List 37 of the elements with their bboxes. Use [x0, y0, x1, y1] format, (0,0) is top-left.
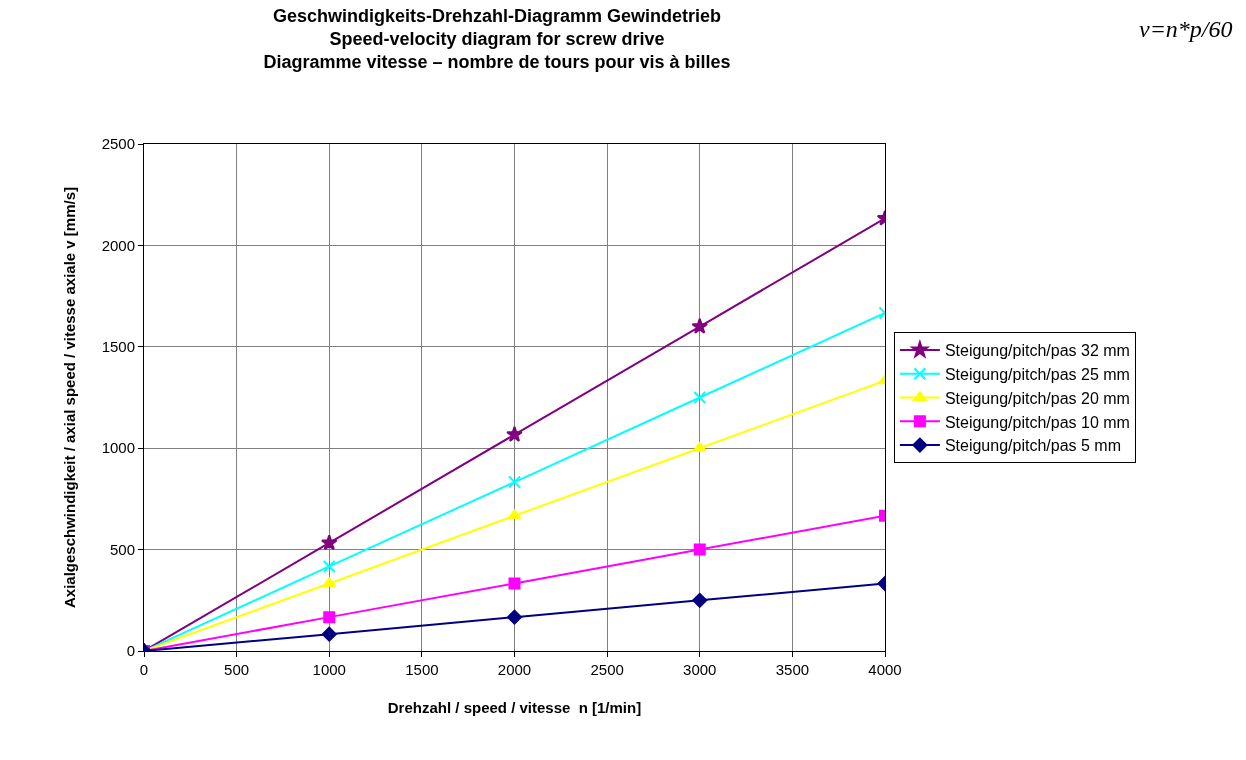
legend-label: Steigung/pitch/pas 5 mm — [944, 437, 1121, 455]
point — [508, 577, 521, 590]
y-tick-label: 2500 — [101, 135, 135, 153]
point — [506, 425, 523, 442]
point — [692, 592, 708, 608]
x-tick-label: 2500 — [590, 661, 624, 678]
point — [321, 626, 337, 642]
y-tick-label: 0 — [126, 642, 135, 660]
x-tick-label: 3500 — [775, 661, 810, 678]
x-tick-label: 2000 — [497, 661, 532, 678]
x-tick-label: 1500 — [405, 661, 439, 678]
y-tick-label: 500 — [109, 540, 135, 558]
legend-label: Steigung/pitch/pas 20 mm — [944, 389, 1130, 407]
legend-label: Steigung/pitch/pas 10 mm — [944, 413, 1130, 431]
point — [507, 609, 522, 625]
point — [508, 475, 521, 489]
point — [320, 534, 338, 551]
x-tick-label: 0 — [139, 661, 149, 678]
legend-label: Steigung/pitch/pas 25 mm — [944, 365, 1130, 383]
point — [691, 317, 709, 334]
point — [323, 611, 336, 624]
legend-label: Steigung/pitch/pas 32 mm — [944, 342, 1130, 360]
x-tick-label: 500 — [224, 661, 250, 678]
y-axis-title: Axialgeschwindigkeit / axial speed / vitesse axiale v [mm/s] — [60, 186, 78, 609]
point — [322, 559, 336, 573]
text: v=n*p/60 — [1139, 16, 1233, 42]
point — [693, 391, 707, 404]
point — [507, 509, 522, 520]
chart-title: Geschwindigkeits-Drehzahl-Diagramm Gewindetrieb Speed-velocity diagram for screw drive Diagramme vitesse – nombre de tours pour vis à billes — [263, 5, 731, 73]
x-tick-label: 1000 — [312, 661, 346, 678]
x-axis-title: Drehzahl / speed / vitesse n [1/min] — [387, 699, 642, 716]
point — [693, 543, 706, 556]
y-tick-label: 1000 — [101, 439, 135, 457]
x-tick-label: 3000 — [683, 661, 717, 678]
x-tick-label: 4000 — [868, 661, 902, 678]
y-tick-label: 1500 — [101, 338, 135, 356]
y-tick-label: 2000 — [101, 236, 135, 254]
